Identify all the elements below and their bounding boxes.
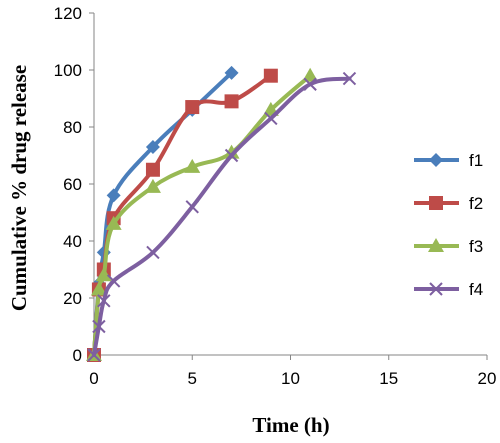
data-point-f3 bbox=[105, 215, 122, 230]
y-axis-ticks: 0 20 40 60 80 100 120 bbox=[54, 4, 94, 365]
y-tick-label: 60 bbox=[63, 175, 82, 194]
data-point-f1 bbox=[145, 139, 160, 154]
data-point-f2 bbox=[185, 100, 200, 115]
x-tick-label: 0 bbox=[89, 369, 98, 388]
data-point-f3 bbox=[302, 67, 319, 82]
data-point-f4-stroke bbox=[224, 148, 239, 163]
legend-marker-stroke bbox=[429, 282, 443, 296]
data-point-f4-stroke bbox=[92, 319, 106, 334]
y-tick-label: 100 bbox=[54, 61, 82, 80]
legend-label: f3 bbox=[469, 237, 483, 256]
legend-marker bbox=[429, 196, 443, 210]
data-point-f4 bbox=[224, 148, 239, 163]
data-point-f1 bbox=[224, 65, 239, 80]
legend-marker bbox=[429, 282, 443, 296]
data-point-f4 bbox=[303, 77, 317, 91]
data-point-f4 bbox=[342, 71, 357, 86]
data-point-f2 bbox=[145, 162, 160, 177]
data-point-f4-stroke bbox=[264, 111, 278, 126]
x-tick-label: 10 bbox=[281, 369, 300, 388]
data-point-f3 bbox=[90, 281, 107, 296]
data-point-f4 bbox=[97, 294, 111, 308]
data-point-f4-stroke bbox=[303, 77, 317, 91]
x-tick-label: 15 bbox=[379, 369, 398, 388]
data-point-f3 bbox=[184, 158, 201, 173]
y-axis-title: Cumulative % drug release bbox=[7, 65, 31, 311]
data-point-f3 bbox=[223, 144, 240, 159]
series-line-f3 bbox=[92, 73, 313, 357]
series-layer bbox=[86, 65, 357, 362]
data-point-f4-stroke bbox=[87, 348, 101, 362]
series-f2 bbox=[87, 68, 278, 362]
legend-label: f2 bbox=[469, 194, 483, 213]
data-point-f4-stroke bbox=[146, 245, 160, 260]
data-point-f4 bbox=[106, 274, 121, 288]
legend: f1 f2 f3 f4 bbox=[414, 151, 483, 299]
y-tick-label: 80 bbox=[63, 118, 82, 137]
legend-marker bbox=[429, 153, 443, 167]
legend-marker bbox=[428, 238, 444, 252]
legend-item-f2: f2 bbox=[414, 194, 483, 213]
data-point-f4-stroke bbox=[342, 71, 357, 86]
data-point-f4 bbox=[185, 200, 199, 214]
data-point-f2 bbox=[224, 94, 239, 109]
data-point-f4 bbox=[146, 245, 160, 260]
data-point-f3 bbox=[95, 267, 112, 282]
data-point-f1 bbox=[106, 188, 121, 203]
y-tick-label: 120 bbox=[54, 4, 82, 23]
legend-label: f1 bbox=[469, 151, 483, 170]
data-point-f4-stroke bbox=[97, 294, 111, 308]
y-tick-label: 0 bbox=[73, 346, 82, 365]
data-point-f4 bbox=[87, 348, 101, 362]
legend-label: f4 bbox=[469, 280, 483, 299]
data-point-f2 bbox=[263, 68, 278, 83]
data-point-f4 bbox=[92, 319, 106, 334]
series-line-f4 bbox=[92, 76, 352, 357]
y-tick-label: 40 bbox=[63, 232, 82, 251]
x-tick-label: 20 bbox=[478, 369, 497, 388]
data-point-f3 bbox=[144, 178, 161, 193]
x-tick-label: 5 bbox=[188, 369, 197, 388]
legend-item-f4: f4 bbox=[414, 280, 483, 299]
data-point-f4-stroke bbox=[106, 274, 121, 288]
x-axis-ticks: 0 5 10 15 20 bbox=[89, 355, 496, 388]
x-axis-title: Time (h) bbox=[252, 413, 329, 437]
series-f4 bbox=[87, 71, 357, 362]
legend-item-f3: f3 bbox=[414, 237, 483, 256]
series-f3 bbox=[86, 67, 319, 361]
legend-item-f1: f1 bbox=[414, 151, 483, 170]
data-point-f4-stroke bbox=[185, 200, 199, 214]
data-point-f4 bbox=[264, 111, 278, 126]
y-tick-label: 20 bbox=[63, 289, 82, 308]
